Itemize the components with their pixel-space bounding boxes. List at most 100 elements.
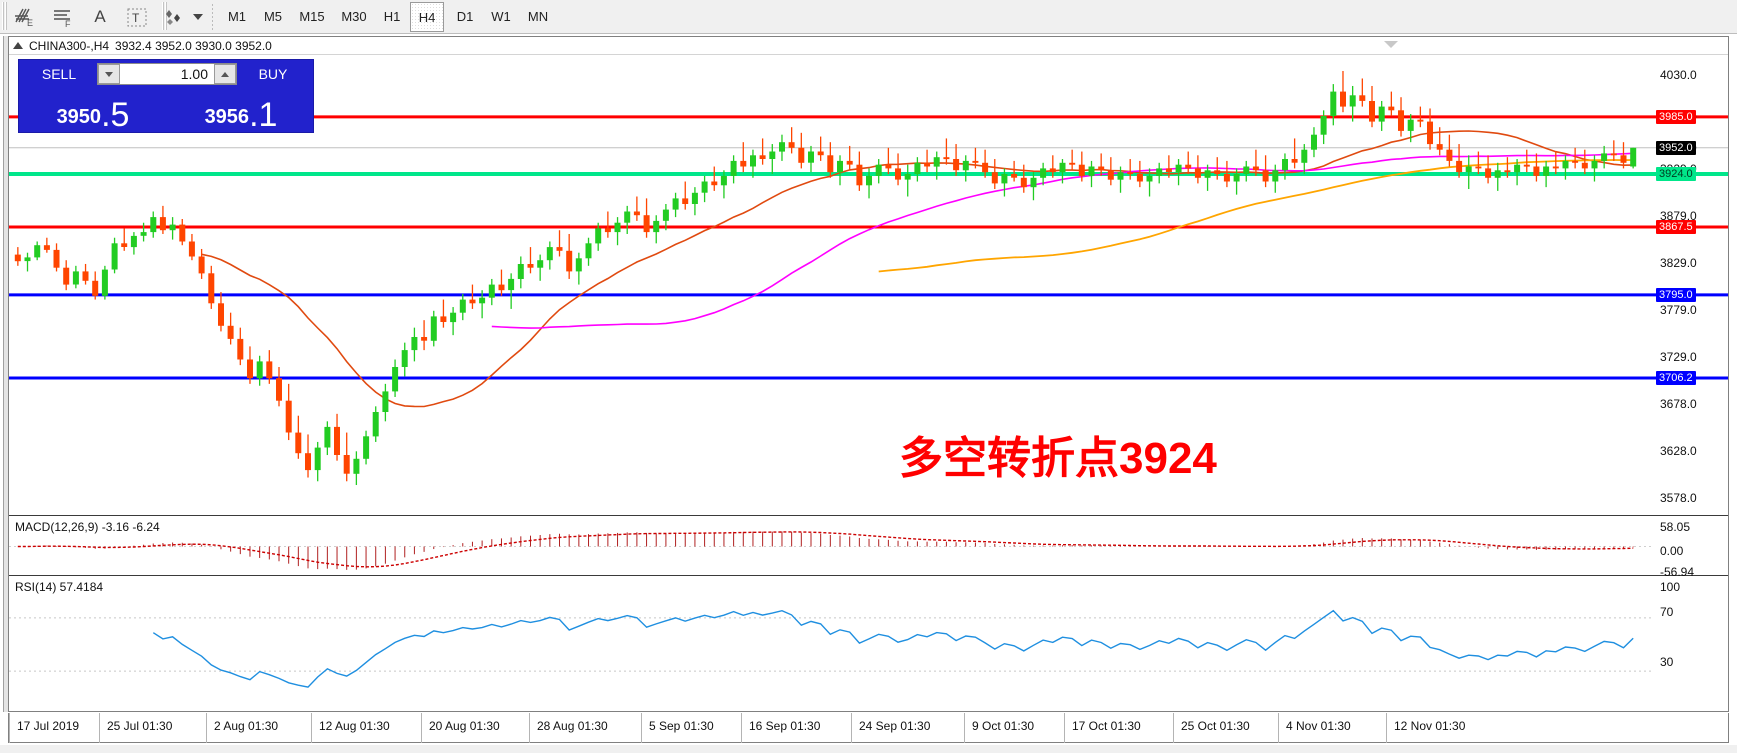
candle-body <box>769 151 776 159</box>
candle-body <box>817 151 824 156</box>
price-tag-3924.0[interactable]: 3924.0 <box>1656 167 1696 182</box>
buy-label[interactable]: BUY <box>258 66 288 82</box>
rsi-chart-svg[interactable] <box>9 578 1728 711</box>
candle-body <box>701 181 708 193</box>
candle-body <box>1098 166 1105 171</box>
candle-body <box>1543 166 1550 176</box>
candle-body <box>566 250 573 272</box>
candle-body <box>1204 170 1211 178</box>
candle-body <box>1504 170 1511 173</box>
candle-body <box>633 211 640 216</box>
time-axis[interactable]: 17 Jul 2019 25 Jul 01:30 2 Aug 01:30 12 Aug… <box>8 713 1729 743</box>
price-tag-3706.2[interactable]: 3706.2 <box>1656 371 1696 386</box>
volume-increase-button[interactable] <box>214 64 236 84</box>
horizontal-scroll-strip[interactable] <box>0 745 1737 753</box>
text-object-icon[interactable]: T <box>122 3 152 31</box>
time-label-11: 25 Oct 01:30 <box>1181 719 1250 733</box>
time-label-7: 16 Sep 01:30 <box>749 719 821 733</box>
candle-body <box>1330 91 1337 116</box>
macd-chart-svg[interactable] <box>9 518 1728 575</box>
candle-body <box>691 192 698 204</box>
candle-body <box>575 258 582 272</box>
price-tick-3879.0: 3879.0 <box>1660 209 1697 224</box>
toolbar-grip[interactable] <box>2 2 7 30</box>
sell-button[interactable]: 3950 .5 <box>21 90 165 132</box>
candle-body <box>1630 147 1637 167</box>
time-tick-3 <box>311 713 312 743</box>
candle-body <box>788 142 795 148</box>
timeframe-m15[interactable]: M15 <box>299 9 325 24</box>
timeframe-mn[interactable]: MN <box>527 9 549 24</box>
candle-body <box>1407 119 1414 131</box>
volume-stepper[interactable]: 1.00 <box>97 63 237 85</box>
price-tag-3867.5[interactable]: 3867.5 <box>1656 219 1696 234</box>
candle-body <box>488 284 495 298</box>
expert-advisor-icon[interactable]: E <box>10 3 40 31</box>
objects-icon[interactable] <box>160 3 188 31</box>
candle-body <box>218 303 224 326</box>
buy-button[interactable]: 3956 .1 <box>169 90 313 132</box>
objects-glyph <box>166 10 180 25</box>
candle-body <box>991 172 998 184</box>
toolbar-grip-2[interactable] <box>162 2 167 30</box>
candle-body <box>759 155 766 159</box>
indicators-list-icon[interactable]: F <box>48 3 78 31</box>
pane-collapse-icon[interactable] <box>1384 41 1398 48</box>
time-tick-5 <box>529 713 530 743</box>
timeframe-h1[interactable]: H1 <box>383 9 401 24</box>
candle-body <box>372 412 379 437</box>
candle-body <box>962 160 969 171</box>
candle-body <box>1243 166 1250 174</box>
price-tick-4030.0: 4030.0 <box>1660 67 1697 82</box>
candle-body <box>953 159 960 171</box>
timeframe-d1[interactable]: D1 <box>456 9 474 24</box>
timeframe-m5[interactable]: M5 <box>263 9 283 24</box>
candle-body <box>1136 174 1143 182</box>
collapse-triangle-icon[interactable] <box>13 42 23 49</box>
candle-body <box>730 160 737 176</box>
candle-body <box>1233 174 1240 182</box>
candle-series <box>14 70 1637 486</box>
sell-label[interactable]: SELL <box>41 66 77 82</box>
time-tick-13 <box>1386 713 1387 743</box>
candle-body <box>237 338 244 360</box>
timeframe-h4[interactable]: H4 <box>410 2 444 32</box>
price-tag-3795.0[interactable]: 3795.0 <box>1656 287 1696 302</box>
price-tick-3829.0: 3829.0 <box>1660 256 1697 271</box>
svg-text:F: F <box>65 19 71 28</box>
candle-body <box>430 316 437 341</box>
volume-value[interactable]: 1.00 <box>180 66 208 82</box>
candle-body <box>247 359 253 379</box>
candle-body <box>82 271 89 281</box>
candle-body <box>875 164 882 176</box>
chart-annotation-text: 多空转折点3924 <box>899 434 1217 483</box>
chevron-down-icon[interactable] <box>190 3 206 31</box>
candle-body <box>305 453 311 471</box>
candle-body <box>1552 166 1559 169</box>
time-tick-9 <box>964 713 965 743</box>
text-label-icon[interactable]: A <box>94 7 106 26</box>
candle-body <box>34 245 41 258</box>
price-tag-3952.0[interactable]: 3952.0 <box>1656 140 1696 155</box>
candle-body <box>343 455 350 474</box>
price-tick-3729.0: 3729.0 <box>1660 349 1697 364</box>
price-tick-3779.0: 3779.0 <box>1660 302 1697 317</box>
candle-body <box>1194 168 1201 178</box>
candle-body <box>266 361 273 379</box>
timeframe-w1[interactable]: W1 <box>491 9 511 24</box>
rsi-pane <box>9 578 1728 711</box>
price-tag-3985.0[interactable]: 3985.0 <box>1656 109 1696 124</box>
candle-body <box>295 432 302 454</box>
timeframe-m1[interactable]: M1 <box>227 9 247 24</box>
price-axis[interactable]: 4030.03985.03952.03929.03879.03829.03779… <box>1654 37 1730 711</box>
candle-body <box>198 256 205 274</box>
time-label-3: 12 Aug 01:30 <box>319 719 390 733</box>
candle-body <box>1088 166 1095 176</box>
volume-decrease-button[interactable] <box>98 64 120 84</box>
time-label-4: 20 Aug 01:30 <box>429 719 500 733</box>
one-click-trading-panel: SELL 1.00 BUY 3950 .5 3956 .1 <box>18 59 314 133</box>
rsi-scale-2: 30 <box>1660 655 1674 669</box>
candle-body <box>1272 170 1279 182</box>
timeframe-m30[interactable]: M30 <box>341 9 367 24</box>
